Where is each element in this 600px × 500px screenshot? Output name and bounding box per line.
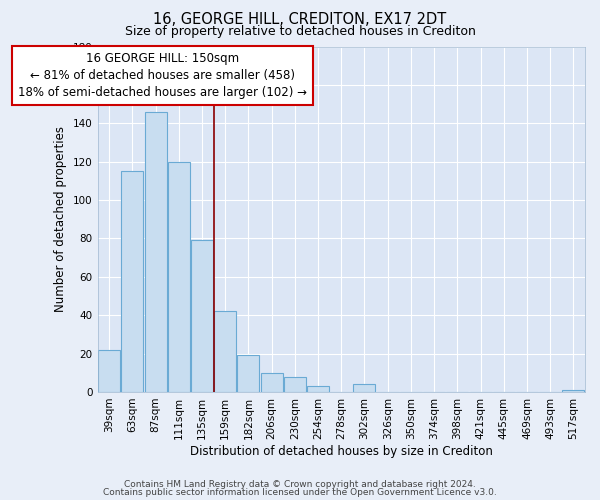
Bar <box>121 171 143 392</box>
Text: Contains HM Land Registry data © Crown copyright and database right 2024.: Contains HM Land Registry data © Crown c… <box>124 480 476 489</box>
Bar <box>98 350 120 392</box>
Bar <box>307 386 329 392</box>
X-axis label: Distribution of detached houses by size in Crediton: Distribution of detached houses by size … <box>190 444 493 458</box>
Bar <box>145 112 167 392</box>
Bar <box>284 376 306 392</box>
Bar <box>168 162 190 392</box>
Text: Contains public sector information licensed under the Open Government Licence v3: Contains public sector information licen… <box>103 488 497 497</box>
Y-axis label: Number of detached properties: Number of detached properties <box>55 126 67 312</box>
Text: Size of property relative to detached houses in Crediton: Size of property relative to detached ho… <box>125 25 475 38</box>
Bar <box>353 384 376 392</box>
Bar <box>260 373 283 392</box>
Text: 16, GEORGE HILL, CREDITON, EX17 2DT: 16, GEORGE HILL, CREDITON, EX17 2DT <box>154 12 446 28</box>
Text: 16 GEORGE HILL: 150sqm
← 81% of detached houses are smaller (458)
18% of semi-de: 16 GEORGE HILL: 150sqm ← 81% of detached… <box>18 52 307 100</box>
Bar <box>214 312 236 392</box>
Bar <box>238 356 259 392</box>
Bar <box>191 240 213 392</box>
Bar <box>562 390 584 392</box>
